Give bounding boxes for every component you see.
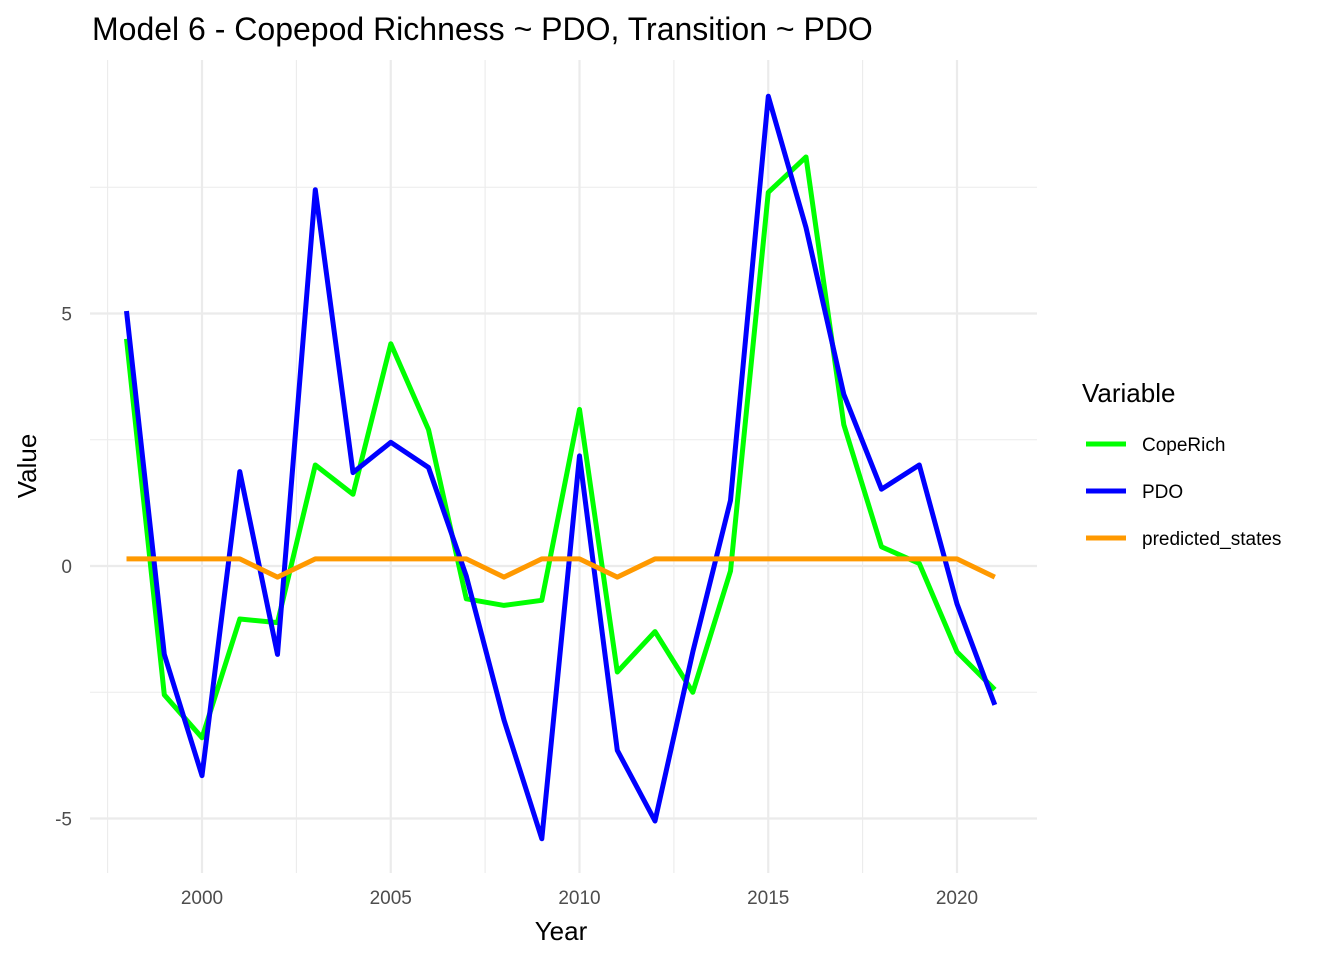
- x-tick-label: 2020: [936, 888, 978, 909]
- y-tick-label: 0: [61, 557, 72, 578]
- legend-items: CopeRich PDO predicted_states: [1086, 435, 1281, 550]
- legend-label-coperich: CopeRich: [1142, 435, 1225, 456]
- legend: Variable CopeRich PDO predicted_states: [1082, 378, 1281, 550]
- x-tick-label: 2010: [558, 888, 600, 909]
- x-tick-label: 2005: [370, 888, 412, 909]
- chart-title: Model 6 - Copepod Richness ~ PDO, Transi…: [92, 11, 873, 47]
- series-line-pdo: [124, 93, 998, 842]
- y-tick-label: -5: [55, 810, 72, 831]
- legend-label-predicted-states: predicted_states: [1142, 529, 1281, 550]
- y-tick-label: 5: [61, 305, 72, 326]
- y-axis-title: Value: [12, 434, 42, 499]
- x-tick-label: 2000: [181, 888, 223, 909]
- y-axis-ticks: -5 0 5: [55, 305, 72, 831]
- series-line-predicted-states: [126, 556, 996, 580]
- x-tick-label: 2015: [747, 888, 789, 909]
- legend-label-pdo: PDO: [1142, 482, 1183, 503]
- grid: [90, 60, 1037, 873]
- x-axis-title: Year: [535, 916, 588, 946]
- series-lines: [124, 93, 998, 842]
- legend-title: Variable: [1082, 378, 1175, 408]
- x-axis-ticks: 2000 2005 2010 2015 2020: [181, 888, 978, 909]
